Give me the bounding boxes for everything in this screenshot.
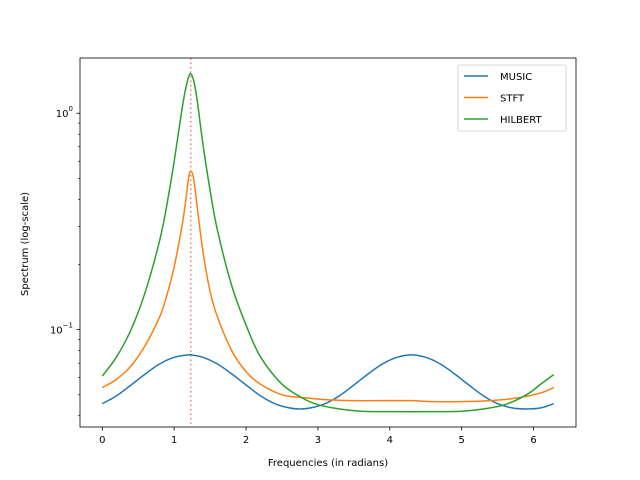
- legend-label-hilbert: HILBERT: [500, 115, 542, 126]
- y-tick-label: 10−1: [50, 322, 73, 337]
- x-tick-label: 6: [530, 435, 536, 446]
- x-tick-label: 5: [459, 435, 465, 446]
- x-tick-label: 2: [243, 435, 249, 446]
- series-line-music: [101, 353, 554, 410]
- x-axis-label: Frequencies (in radians): [268, 458, 388, 469]
- axes: 0 1 2 3 4 5 6 10−1 100: [50, 57, 577, 446]
- y-axis-label: Spectrum (log-scale): [20, 192, 31, 296]
- legend-label-music: MUSIC: [500, 72, 532, 83]
- legend-box: [457, 64, 567, 132]
- series-line-stft: [101, 170, 555, 403]
- plot-area: [101, 58, 555, 427]
- x-tick-label: 0: [99, 435, 105, 446]
- x-tick-label: 3: [315, 435, 321, 446]
- series-line-hilbert: [101, 72, 555, 413]
- x-tick-label: 4: [387, 435, 393, 446]
- legend-label-stft: STFT: [500, 94, 525, 105]
- axes-frame: [79, 57, 577, 428]
- x-tick-label: 1: [171, 435, 177, 446]
- legend: MUSIC STFT HILBERT: [457, 64, 567, 132]
- y-tick-label: 100: [56, 105, 73, 120]
